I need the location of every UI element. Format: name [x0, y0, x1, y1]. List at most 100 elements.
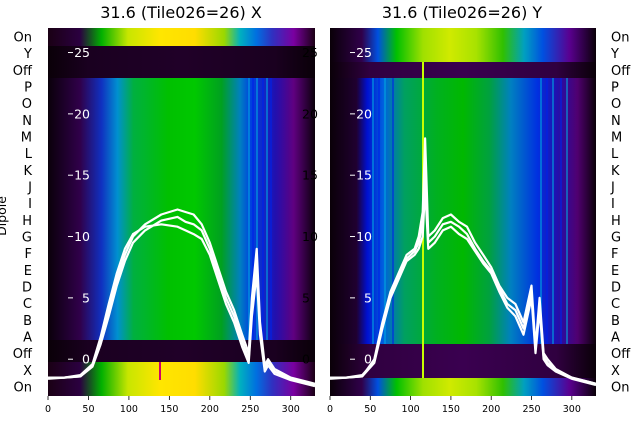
- dipole-label: D: [22, 281, 32, 296]
- heatmap-stripe: [384, 78, 386, 344]
- panel-y: 31.6 (Tile026=26) Y 0 5 10 15 20 25 0 50 100 150…: [327, 3, 631, 415]
- ytick-label: 5: [82, 290, 90, 305]
- xtick-label: 100: [120, 404, 138, 415]
- series-curve-3: [48, 223, 315, 388]
- heatmap-row-off-top: [48, 62, 315, 78]
- heatmap-dipole-rows: [330, 78, 596, 344]
- ytick-label-right: 15: [302, 168, 318, 183]
- ytick-label: 15: [74, 168, 90, 183]
- heatmap-stripe: [546, 78, 548, 344]
- xtick-label: 200: [482, 404, 500, 415]
- heatmap-row-y: [48, 46, 315, 62]
- series-curve-3: [330, 161, 596, 385]
- dipole-label: G: [611, 231, 621, 246]
- heatmap-stripe: [262, 78, 264, 340]
- dipole-label: Off: [611, 64, 631, 79]
- heatmap-row-off-top: [330, 62, 596, 78]
- dipole-label: K: [611, 164, 620, 179]
- dipole-axis-label: Dipole: [0, 196, 9, 236]
- dipole-label: X: [23, 364, 32, 379]
- dipole-label: L: [611, 147, 619, 162]
- dipole-label: K: [23, 164, 32, 179]
- panel-y-title: 31.6 (Tile026=26) Y: [382, 3, 543, 22]
- panel-x-heatmap: [48, 28, 315, 396]
- xtick-label: 50: [364, 404, 376, 415]
- heatmap-stripe: [552, 78, 554, 344]
- heatmap-row-on-top: [48, 28, 315, 46]
- dipole-label: N: [22, 114, 32, 129]
- dipole-label: I: [611, 197, 615, 212]
- dipole-label: P: [24, 81, 32, 96]
- ytick-label-right: 5: [302, 290, 310, 305]
- dipole-label: D: [611, 281, 621, 296]
- heatmap-stripe: [248, 78, 250, 340]
- xtick-label: 0: [45, 404, 51, 415]
- dipole-label: On: [14, 31, 32, 46]
- ytick-label: 0: [364, 352, 372, 367]
- xtick-label: 0: [327, 404, 333, 415]
- dipole-label: Off: [611, 347, 631, 362]
- xtick-label: 250: [241, 404, 259, 415]
- dipole-label: M: [611, 131, 622, 146]
- heatmap-row-stripes: [372, 78, 568, 344]
- panel-y-curves: [330, 137, 596, 387]
- dipole-label: A: [23, 331, 32, 346]
- ytick-label: 10: [356, 229, 372, 244]
- heatmap-stripe: [566, 78, 568, 344]
- ytick-label-right: 20: [302, 106, 318, 121]
- ytick-label: 10: [74, 229, 90, 244]
- heatmap-stripe: [392, 78, 394, 344]
- heatmap-row-stripes: [248, 78, 272, 340]
- heatmap-stripe: [270, 78, 272, 340]
- dipole-label: H: [611, 214, 621, 229]
- heatmap-row-on-top: [330, 28, 596, 62]
- dipole-label: G: [22, 231, 32, 246]
- dipole-label: F: [611, 247, 618, 262]
- heatmap-row-on-bottom: [330, 378, 596, 396]
- dipole-label: Off: [13, 64, 33, 79]
- panel-x-yticks: 0 0 5 5 10 10 15 15 20 20 25 25: [68, 45, 318, 367]
- dipole-label: J: [610, 181, 615, 196]
- dipole-label: O: [611, 97, 621, 112]
- dipole-label: E: [611, 264, 619, 279]
- xtick-label: 100: [402, 404, 420, 415]
- dipole-label: X: [611, 364, 620, 379]
- xtick-label: 150: [160, 404, 178, 415]
- xtick-label: 300: [563, 404, 581, 415]
- heatmap-stripe: [560, 78, 562, 344]
- panel-y-xticks: 0 50 100 150 200 250 300: [327, 396, 581, 415]
- heatmap-stripe: [378, 78, 380, 344]
- dipole-label: L: [25, 147, 33, 162]
- panel-y-heatmap: [330, 28, 596, 396]
- heatmap-stripe: [256, 78, 258, 340]
- dipole-label: H: [22, 214, 32, 229]
- xtick-label: 150: [442, 404, 460, 415]
- panel-x-xticks: 0 50 100 150 200 250 300: [45, 396, 300, 415]
- panel-x-title: 31.6 (Tile026=26) X: [100, 3, 262, 22]
- dipole-label: M: [21, 131, 32, 146]
- dipole-label: On: [611, 31, 629, 46]
- dipole-label: A: [611, 331, 620, 346]
- dipole-label: B: [611, 314, 620, 329]
- panel-y-yticks: 0 5 10 15 20 25: [350, 45, 372, 367]
- dipole-label: E: [24, 264, 32, 279]
- xtick-label: 250: [522, 404, 540, 415]
- heatmap-stripe: [252, 78, 254, 340]
- heatmap-stripe: [372, 78, 374, 344]
- ytick-label: 0: [82, 352, 90, 367]
- ytick-label: 20: [74, 106, 90, 121]
- dipole-label: C: [23, 297, 32, 312]
- panel-x: 31.6 (Tile026=26) X 0 0 5 5 10 10 15 15 20 20 25 25…: [0, 3, 318, 415]
- ytick-label: 25: [356, 45, 372, 60]
- panel-x-curves: [48, 208, 315, 388]
- xtick-label: 50: [82, 404, 94, 415]
- dipole-label: N: [611, 114, 621, 129]
- ytick-label: 20: [356, 106, 372, 121]
- ytick-label: 25: [74, 45, 90, 60]
- ytick-label-right: 25: [302, 45, 318, 60]
- dipole-label: On: [14, 381, 32, 396]
- heatmap-stripe: [266, 78, 268, 340]
